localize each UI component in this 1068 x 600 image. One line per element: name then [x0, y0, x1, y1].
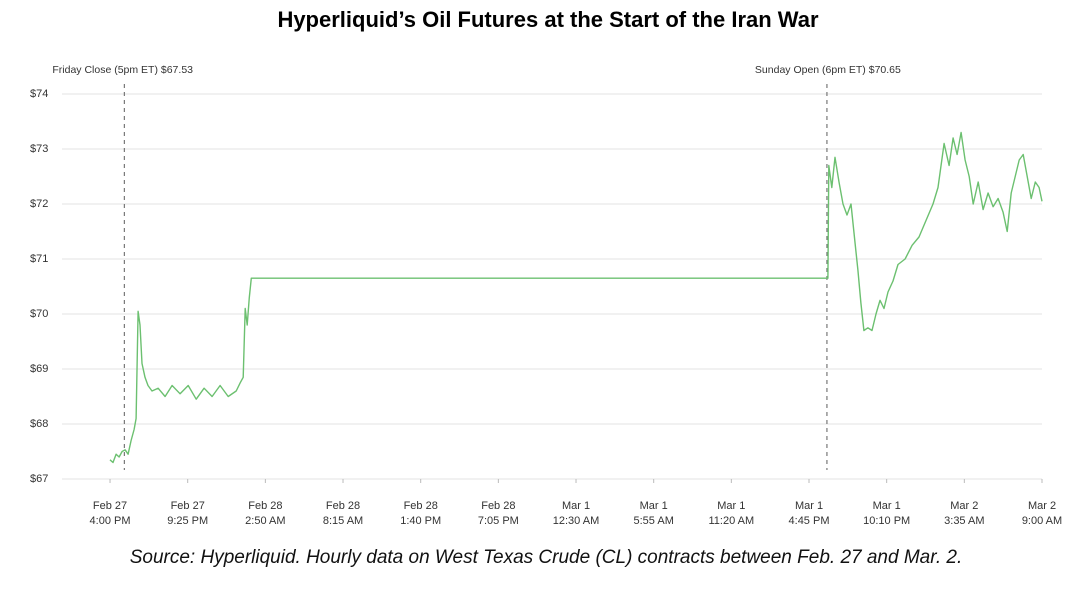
y-tick-label: $67	[30, 473, 48, 485]
x-tick-label: Mar 1	[795, 500, 823, 512]
x-tick-label: 9:00 AM	[1022, 515, 1062, 527]
y-tick-label: $72	[30, 198, 48, 210]
x-tick-label: 1:40 PM	[400, 515, 441, 527]
source-note: Source: Hyperliquid. Hourly data on West…	[130, 547, 963, 568]
x-tick-label: Feb 28	[481, 500, 515, 512]
annotation-text: Sunday Open (6pm ET) $70.65	[755, 64, 901, 76]
y-tick-label: $71	[30, 253, 48, 265]
x-tick-label: 7:05 PM	[478, 515, 519, 527]
x-tick-label: Mar 2	[950, 500, 978, 512]
y-tick-label: $68	[30, 418, 48, 430]
y-tick-label: $73	[30, 143, 48, 155]
x-tick-label: Feb 28	[404, 500, 438, 512]
x-tick-label: Mar 1	[562, 500, 590, 512]
x-tick-label: 10:10 PM	[863, 515, 910, 527]
x-tick-label: 2:50 AM	[245, 515, 285, 527]
x-tick-label: Feb 27	[171, 500, 205, 512]
x-tick-label: 4:00 PM	[90, 515, 131, 527]
x-tick-label: Feb 28	[248, 500, 282, 512]
chart-title: Hyperliquid’s Oil Futures at the Start o…	[277, 7, 819, 32]
y-tick-label: $70	[30, 308, 48, 320]
x-tick-label: Feb 27	[93, 500, 127, 512]
x-tick-label: Mar 2	[1028, 500, 1056, 512]
y-tick-label: $74	[30, 88, 48, 100]
x-tick-label: Mar 1	[717, 500, 745, 512]
x-tick-label: 3:35 AM	[944, 515, 984, 527]
x-tick-label: Mar 1	[640, 500, 668, 512]
x-tick-label: 5:55 AM	[634, 515, 674, 527]
x-tick-label: 4:45 PM	[789, 515, 830, 527]
x-tick-label: Mar 1	[873, 500, 901, 512]
x-tick-label: 8:15 AM	[323, 515, 363, 527]
x-tick-label: 11:20 AM	[709, 515, 755, 527]
price-line	[109, 131, 1043, 464]
y-tick-label: $69	[30, 363, 48, 375]
x-tick-label: 9:25 PM	[167, 515, 208, 527]
x-tick-label: 12:30 AM	[553, 515, 599, 527]
annotation-text: Friday Close (5pm ET) $67.53	[52, 64, 193, 76]
x-tick-label: Feb 28	[326, 500, 360, 512]
